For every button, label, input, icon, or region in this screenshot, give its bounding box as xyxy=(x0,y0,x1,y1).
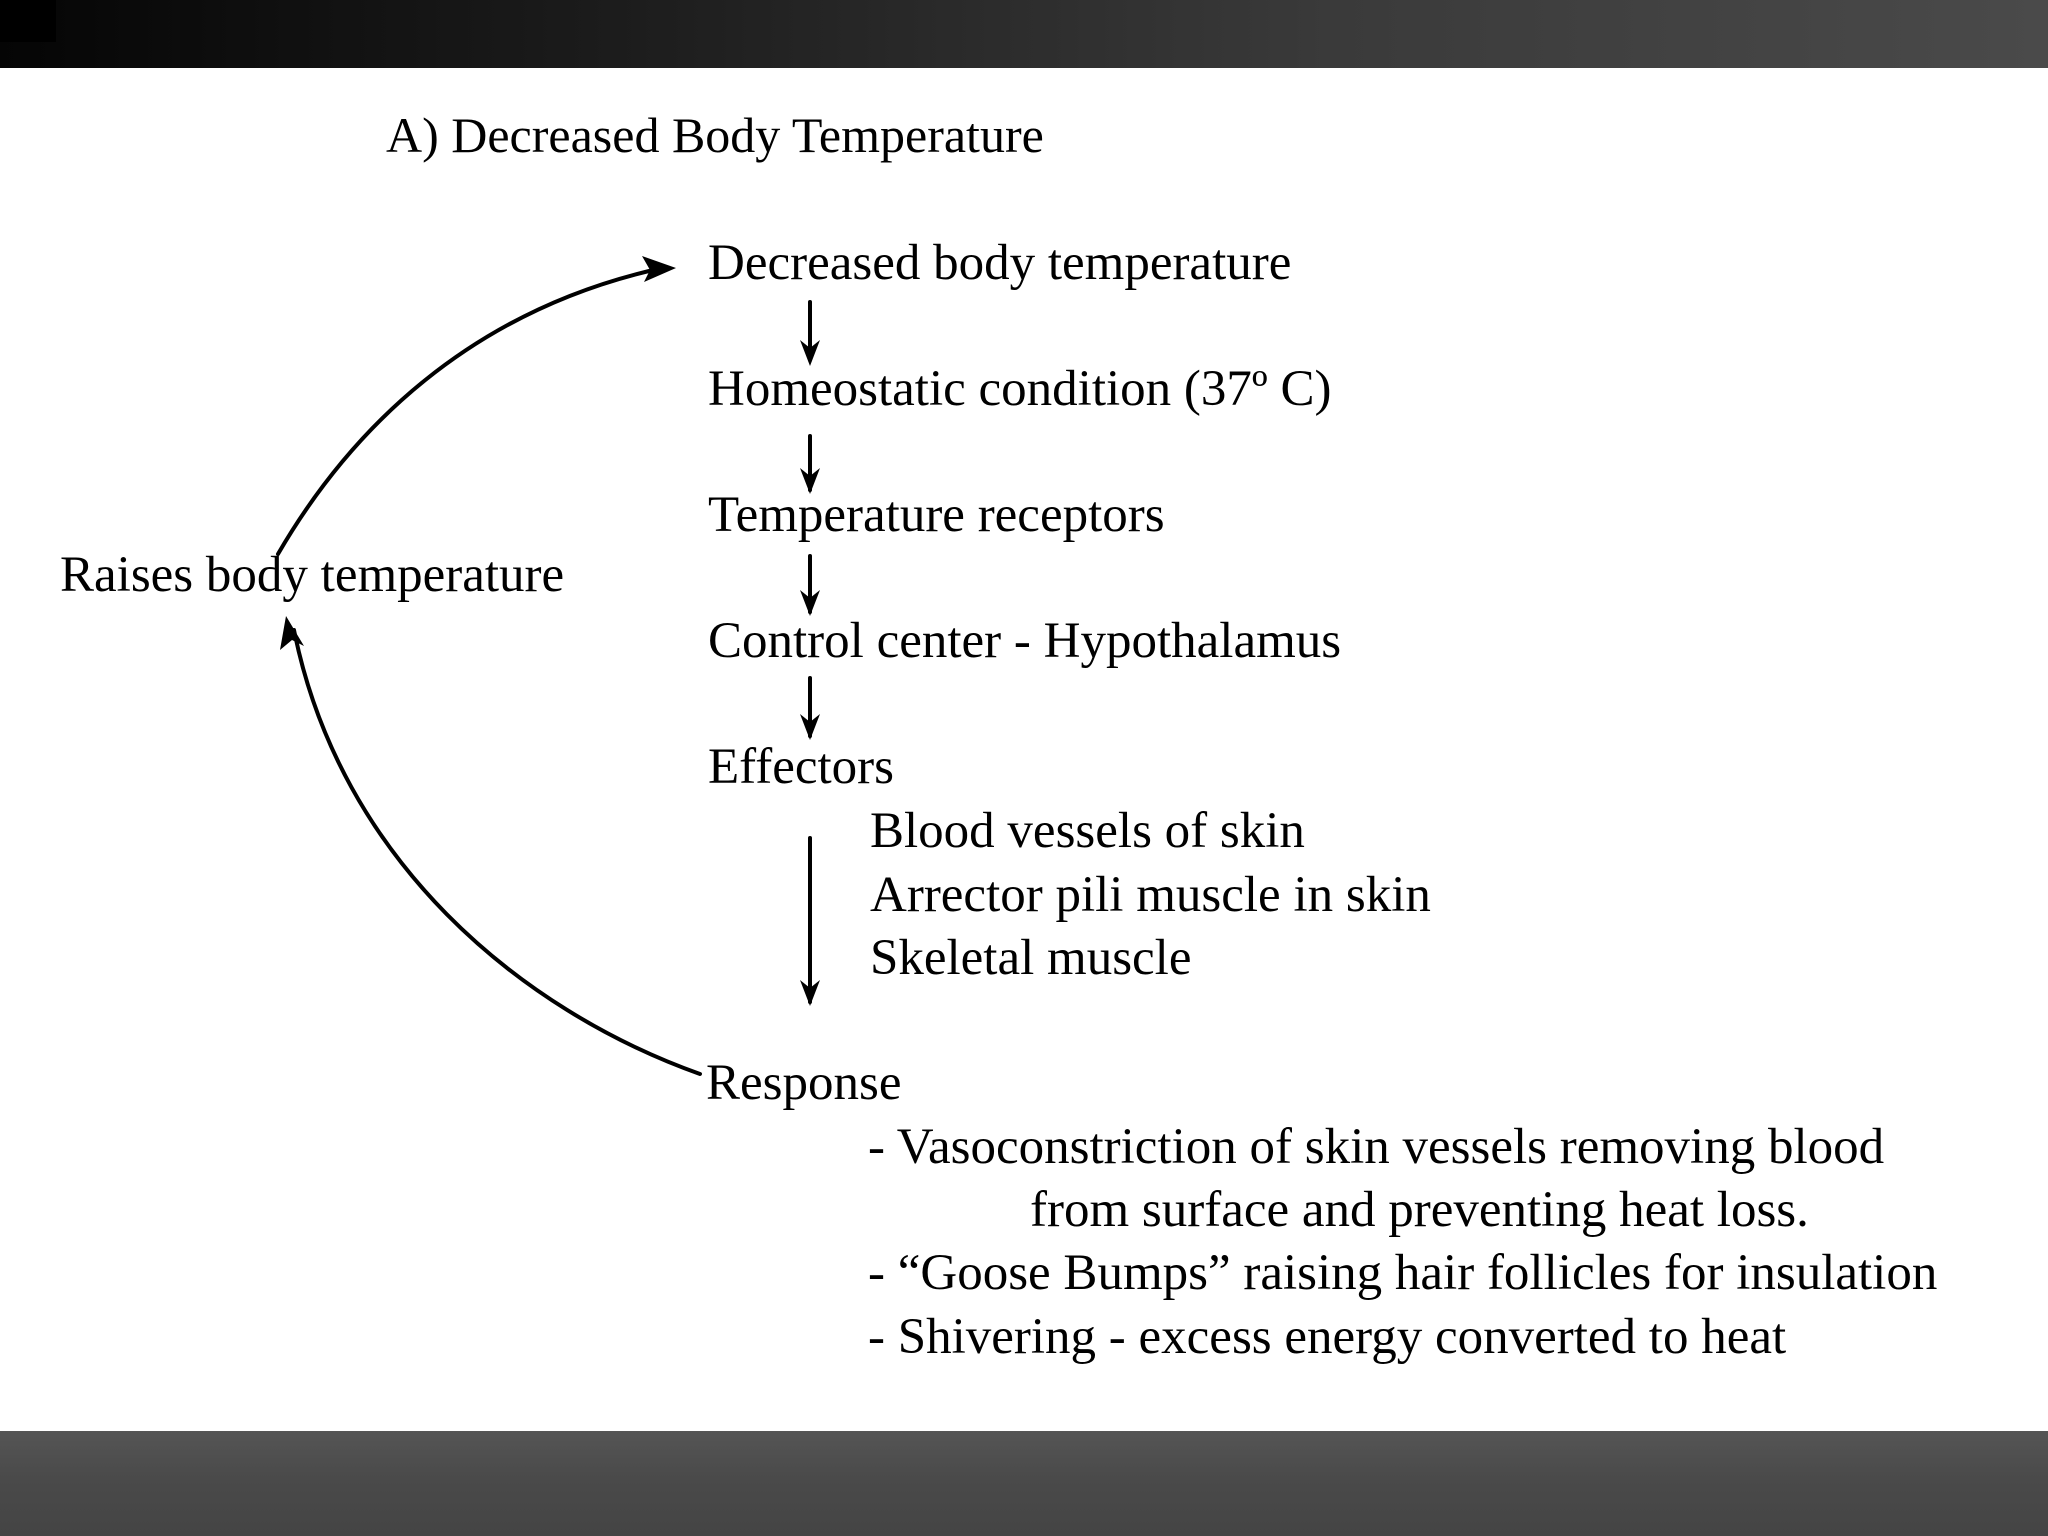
arrowhead-4 xyxy=(800,714,820,740)
top-frame-corner xyxy=(0,0,56,42)
feedback-arc-lower xyxy=(292,628,702,1076)
effector-item: Skeletal muscle xyxy=(870,930,1192,986)
response-item: - Vasoconstriction of skin vessels remov… xyxy=(868,1119,1885,1175)
stimulus-label: Decreased body temperature xyxy=(708,235,1292,291)
feedback-arc-upper xyxy=(276,266,664,556)
response-item-continued: from surface and preventing heat loss. xyxy=(1030,1182,1809,1238)
effector-item: Arrector pili muscle in skin xyxy=(870,867,1431,923)
response-item: - “Goose Bumps” raising hair follicles f… xyxy=(868,1245,1938,1301)
homeostatic-condition-label: Homeostatic condition (37º C) xyxy=(708,361,1332,417)
effector-item: Blood vessels of skin xyxy=(870,803,1305,859)
response-item: - Shivering - excess energy converted to… xyxy=(868,1309,1787,1365)
diagram-title: A) Decreased Body Temperature xyxy=(386,107,1044,163)
control-center-label: Control center - Hypothalamus xyxy=(708,613,1342,669)
response-label: Response xyxy=(706,1055,902,1111)
arrowhead-bottom xyxy=(280,616,304,650)
temperature-receptors-label: Temperature receptors xyxy=(708,487,1165,543)
top-frame-bar xyxy=(0,0,2048,68)
feedback-label: Raises body temperature xyxy=(60,547,565,603)
effectors-label: Effectors xyxy=(708,739,894,795)
bottom-frame-bar xyxy=(0,1431,2048,1536)
arrowhead-top xyxy=(642,256,676,282)
arrowhead-5 xyxy=(800,980,820,1006)
